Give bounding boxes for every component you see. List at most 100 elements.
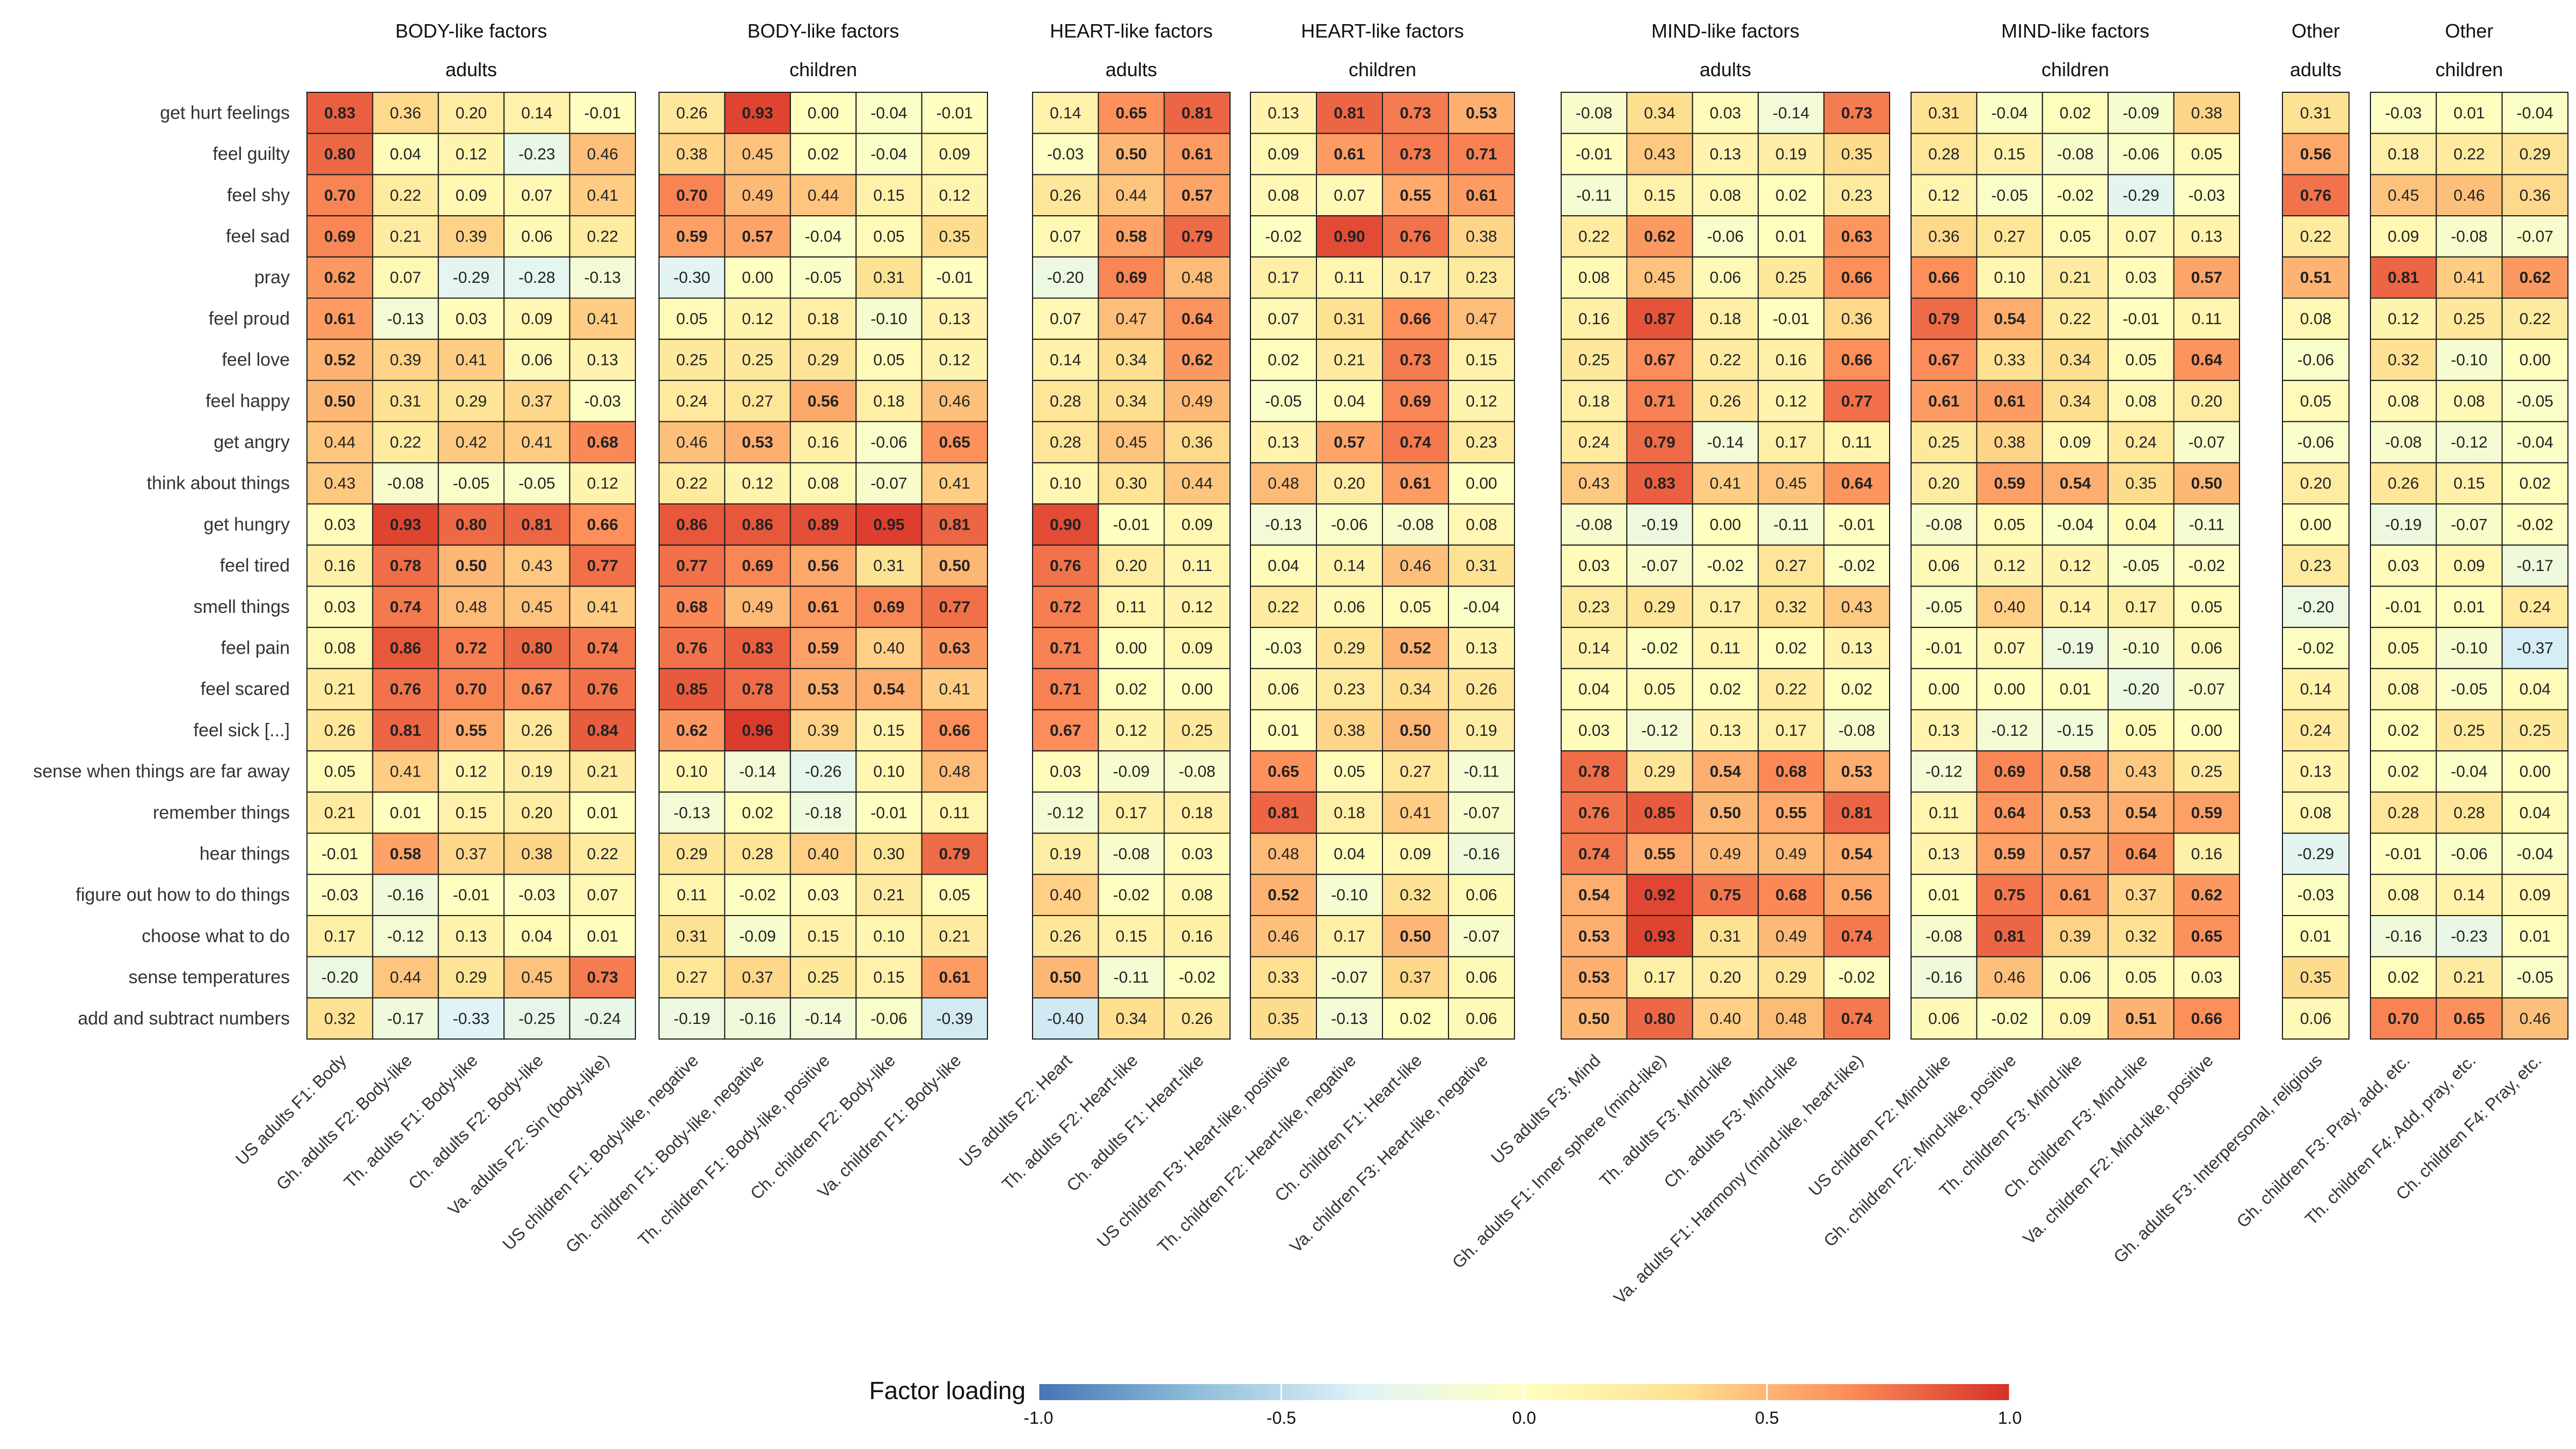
heatmap-cell [2501,915,2569,957]
cell-value-label: 0.15 [1466,352,1497,369]
cell-value-label: -0.15 [2057,722,2094,740]
cell-value-label: 0.67 [1050,722,1081,740]
heatmap-cell [2282,215,2350,258]
cell-value-label: -0.04 [2516,845,2553,863]
cell-value-label: 0.01 [2454,104,2485,122]
row-label: feel tired [220,555,290,576]
heatmap-cell [1692,997,1759,1040]
heatmap-cell [789,215,857,258]
cell-value-label: 0.29 [456,392,487,410]
cell-value-label: 0.12 [742,475,773,493]
heatmap-cell [1911,832,1978,875]
cell-value-label: -0.23 [518,145,555,163]
cell-value-label: 0.14 [1050,352,1081,369]
cell-value-label: -0.02 [1707,557,1744,575]
heatmap-cell [2173,791,2241,834]
cell-value-label: 0.00 [2191,722,2222,740]
cell-value-label: -0.13 [584,269,621,287]
cell-value-label: 0.85 [1644,804,1675,822]
cell-value-label: 0.08 [324,639,355,657]
cell-value-label: 0.13 [1268,104,1299,122]
cell-value-label: 0.25 [2454,310,2485,328]
cell-value-label: 0.01 [390,804,421,822]
heatmap-cell [921,544,988,587]
heatmap-cell [1692,256,1759,299]
row-label: get hungry [203,514,290,535]
cell-value-label: 0.20 [2191,392,2222,410]
heatmap-cell [658,133,726,175]
cell-value-label: 0.46 [2519,1010,2550,1028]
cell-value-label: 0.34 [1116,352,1147,369]
row-label: feel sad [226,226,290,246]
heatmap-cell [2282,339,2350,381]
cell-value-label: -0.37 [2516,639,2553,657]
cell-value-label: 0.62 [2191,887,2222,904]
heatmap-cell [372,709,439,752]
cell-value-label: -0.03 [518,887,555,904]
cell-value-label: 0.69 [742,557,773,575]
heatmap-cell [437,750,505,793]
heatmap-cell [2041,915,2109,957]
cell-value-label: 0.25 [808,969,839,986]
heatmap-cell [1163,215,1231,258]
heatmap-cell [2435,915,2503,957]
heatmap-cell [1382,174,1449,217]
column-label: US adults F2: Heart [955,1051,1075,1171]
heatmap-cell [569,915,636,957]
cell-value-label: 0.35 [2125,475,2156,493]
cell-value-label: 0.77 [939,598,970,616]
cell-value-label: 0.13 [1928,722,1959,740]
cell-value-label: -0.02 [1839,557,1875,575]
cell-value-label: 0.73 [587,969,618,986]
heatmap-cell [2107,379,2175,422]
heatmap-cell [921,915,988,957]
heatmap-cell [1250,421,1317,464]
cell-value-label: 0.25 [1928,434,1959,451]
cell-value-label: 0.22 [2300,228,2331,245]
cell-value-label: 0.03 [2125,269,2156,287]
cell-value-label: 0.02 [2519,475,2550,493]
cell-value-label: 0.27 [742,392,773,410]
cell-value-label: 0.08 [1181,887,1212,904]
cell-value-label: 0.00 [2519,352,2550,369]
cell-value-label: 0.06 [1928,557,1959,575]
cell-value-label: 0.43 [324,475,355,493]
cell-value-label: 0.00 [808,104,839,122]
heatmap-cell [1692,627,1759,669]
heatmap-cell [1692,174,1759,217]
heatmap-cell [2173,339,2241,381]
cell-value-label: 0.12 [1466,392,1497,410]
cell-value-label: -0.08 [1179,763,1215,781]
heatmap-cell [503,874,570,917]
cell-value-label: 0.01 [587,804,618,822]
cell-value-label: 0.78 [390,557,421,575]
heatmap-cell [437,421,505,464]
cell-value-label: -0.05 [2451,680,2487,698]
cell-value-label: -0.01 [2123,310,2159,328]
heatmap-cell [1163,462,1231,504]
cell-value-label: 0.57 [2191,269,2222,287]
column-label: Th. adults F3: Mind-like [1596,1051,1736,1191]
heatmap-cell [1823,874,1891,917]
cell-value-label: 0.17 [1644,969,1675,986]
cell-value-label: 0.36 [1841,310,1872,328]
cell-value-label: 0.11 [940,804,970,822]
heatmap-cell [1097,421,1165,464]
heatmap-cell [437,627,505,669]
heatmap-cell [2107,791,2175,834]
heatmap-cell [855,339,923,381]
heatmap-cell [1626,997,1693,1040]
heatmap-cell [1382,668,1449,711]
cell-value-label: -0.05 [518,475,555,493]
cell-value-label: 0.20 [2300,475,2331,493]
cell-value-label: 0.13 [1268,434,1299,451]
cell-value-label: 0.96 [742,722,773,740]
heatmap-cell [1626,92,1693,134]
heatmap-cell [2282,874,2350,917]
cell-value-label: 0.67 [1644,352,1675,369]
cell-value-label: 0.08 [2388,680,2419,698]
cell-value-label: 0.21 [2454,969,2485,986]
cell-value-label: -0.08 [1576,104,1612,122]
heatmap-cell [921,668,988,711]
